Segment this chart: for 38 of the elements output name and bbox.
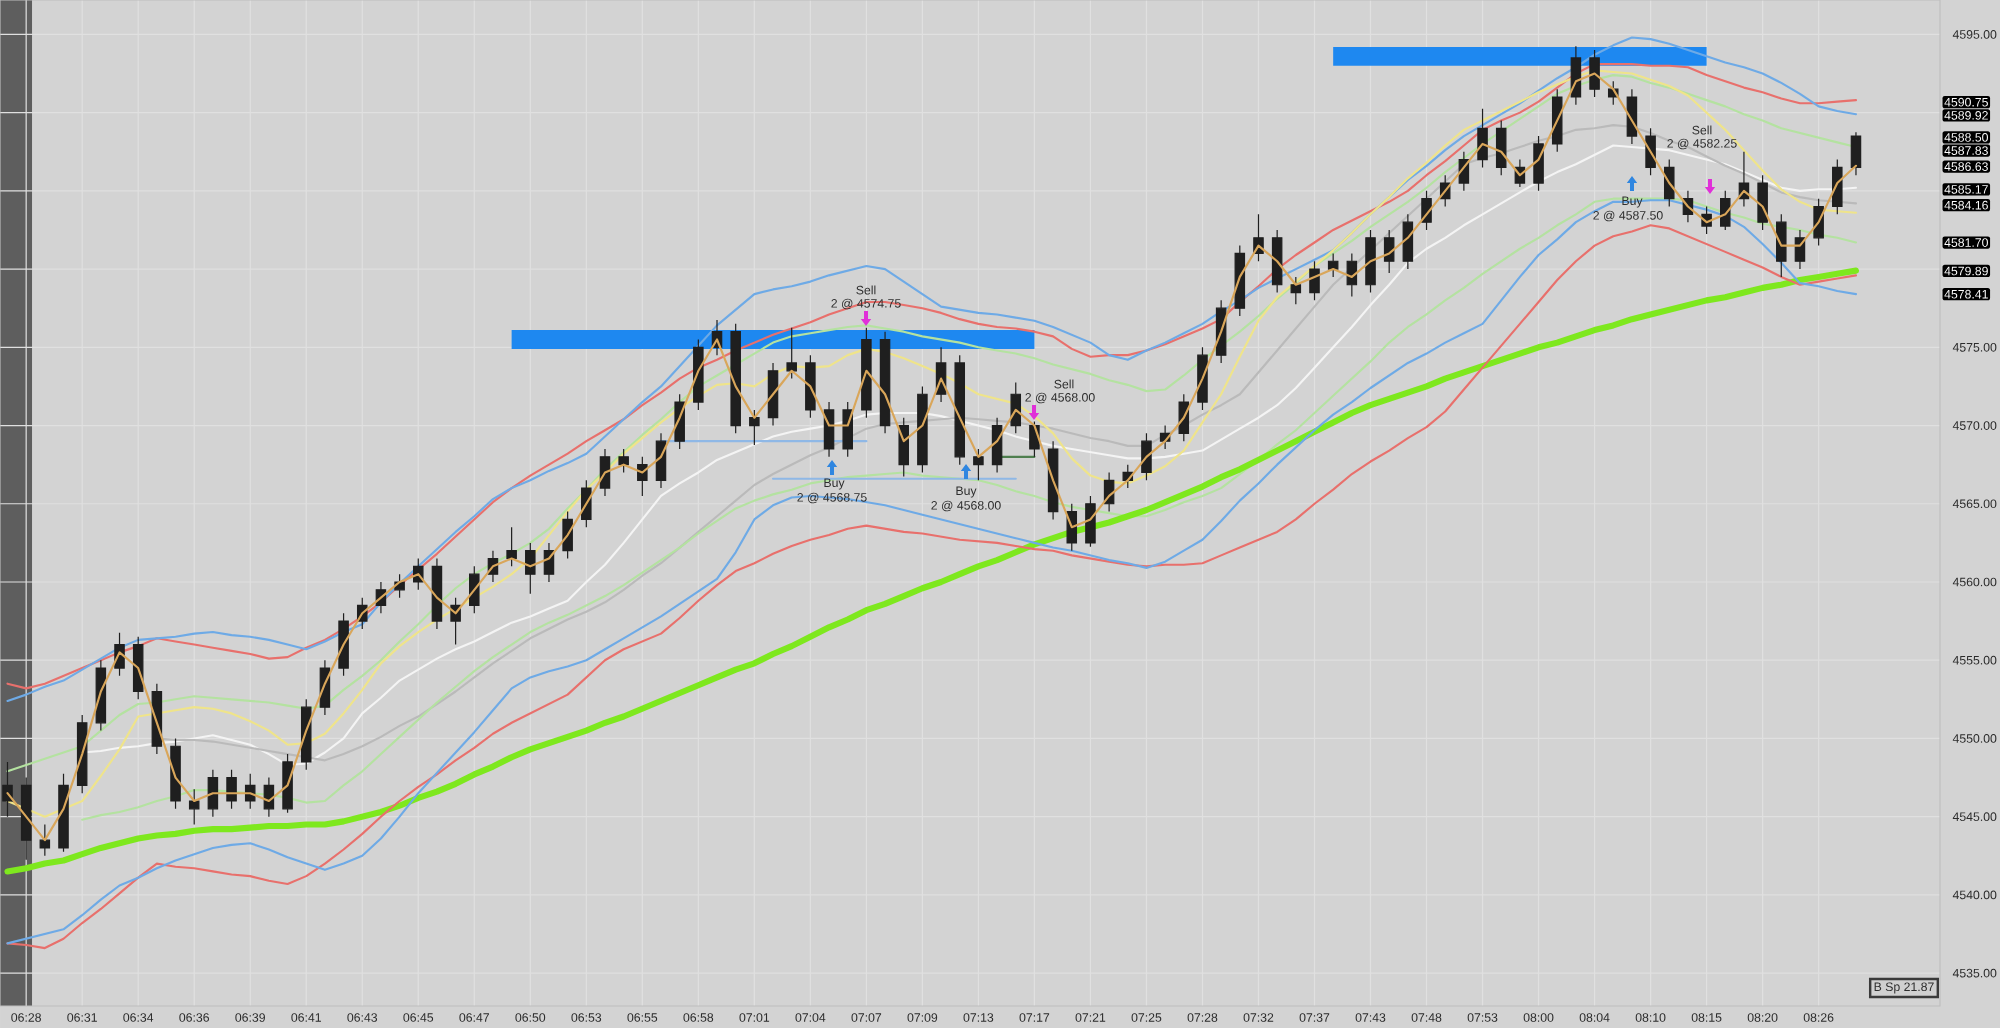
candlestick [188,788,200,826]
candlestick [226,769,237,810]
candlestick [1477,108,1488,168]
candlestick [338,612,349,677]
candlestick [973,448,984,481]
candlestick [1589,49,1600,98]
candlestick [1141,432,1152,481]
candlestick [805,354,816,419]
candlestick [1085,495,1096,548]
candlestick [618,448,629,474]
candlestick [170,737,181,810]
candlestick [730,323,741,434]
candlestick [917,385,928,474]
candlestick [525,542,536,595]
candlestick [1402,213,1414,270]
candlestick [1234,245,1246,317]
candlestick [767,362,779,427]
candlestick [1010,381,1022,434]
candlestick [786,327,797,380]
candlestick [599,448,611,497]
candlestick [861,327,872,419]
candlestick [506,526,517,567]
candlestick [1551,88,1563,153]
candlestick [823,401,835,458]
candlestick [1776,213,1787,278]
candlestick [58,773,69,853]
candlestick [879,331,891,434]
candlestick [1570,45,1582,106]
candlestick [1309,260,1320,301]
candlestick [132,636,144,700]
candlestick [207,769,219,818]
candlestick [1850,131,1862,176]
candlestick [1365,229,1376,294]
candlestick [1495,119,1507,176]
candlestick [39,823,51,857]
candlestick [954,354,966,466]
candlestick [749,409,760,446]
candlestick [431,557,443,630]
